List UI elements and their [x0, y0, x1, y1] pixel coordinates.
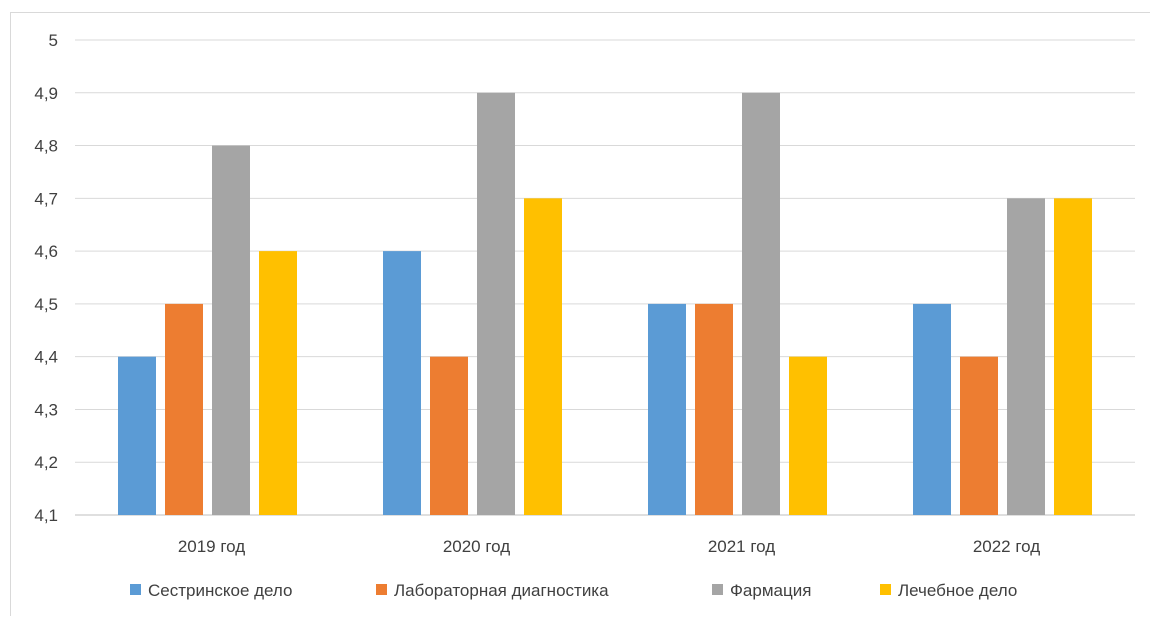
legend-label: Лабораторная диагностика: [394, 581, 609, 600]
legend: Сестринское дело Лабораторная диагностика…: [130, 581, 1017, 600]
bar: [742, 92, 780, 516]
x-tick-label: 2020 год: [443, 537, 510, 556]
y-tick-label: 4,4: [34, 348, 58, 367]
bar: [259, 251, 297, 515]
x-axis-ticks: 2019 год 2020 год 2021 год 2022 год: [178, 537, 1040, 556]
bar: [383, 251, 421, 515]
bar: [524, 198, 562, 516]
bar: [1007, 198, 1045, 516]
y-tick-label: 5: [49, 31, 58, 50]
legend-label: Сестринское дело: [148, 581, 293, 600]
y-tick-label: 4,5: [34, 295, 58, 314]
legend-swatch: [376, 584, 387, 595]
bar: [477, 92, 515, 516]
bar: [1054, 198, 1092, 516]
y-axis-ticks: 4,1 4,2 4,3 4,4 4,5 4,6 4,7 4,8 4,9 5: [34, 31, 58, 525]
x-tick-label: 2021 год: [708, 537, 775, 556]
legend-swatch: [880, 584, 891, 595]
y-tick-label: 4,3: [34, 400, 58, 419]
bar: [789, 356, 827, 515]
y-tick-label: 4,9: [34, 84, 58, 103]
bar: [695, 303, 733, 515]
y-tick-label: 4,2: [34, 453, 58, 472]
legend-label: Лечебное дело: [898, 581, 1017, 600]
legend-swatch: [130, 584, 141, 595]
grid-lines: [75, 39, 1135, 516]
x-tick-label: 2019 год: [178, 537, 245, 556]
bar: [913, 303, 951, 515]
y-tick-label: 4,6: [34, 242, 58, 261]
x-tick-label: 2022 год: [973, 537, 1040, 556]
legend-label: Фармация: [730, 581, 811, 600]
bar: [212, 145, 250, 516]
bar: [960, 356, 998, 515]
bar: [648, 303, 686, 515]
legend-swatch: [712, 584, 723, 595]
y-tick-label: 4,1: [34, 506, 58, 525]
bar: [165, 303, 203, 515]
bar: [118, 356, 156, 515]
bars: [118, 92, 1092, 516]
bar: [430, 356, 468, 515]
y-tick-label: 4,7: [34, 189, 58, 208]
y-tick-label: 4,8: [34, 137, 58, 156]
